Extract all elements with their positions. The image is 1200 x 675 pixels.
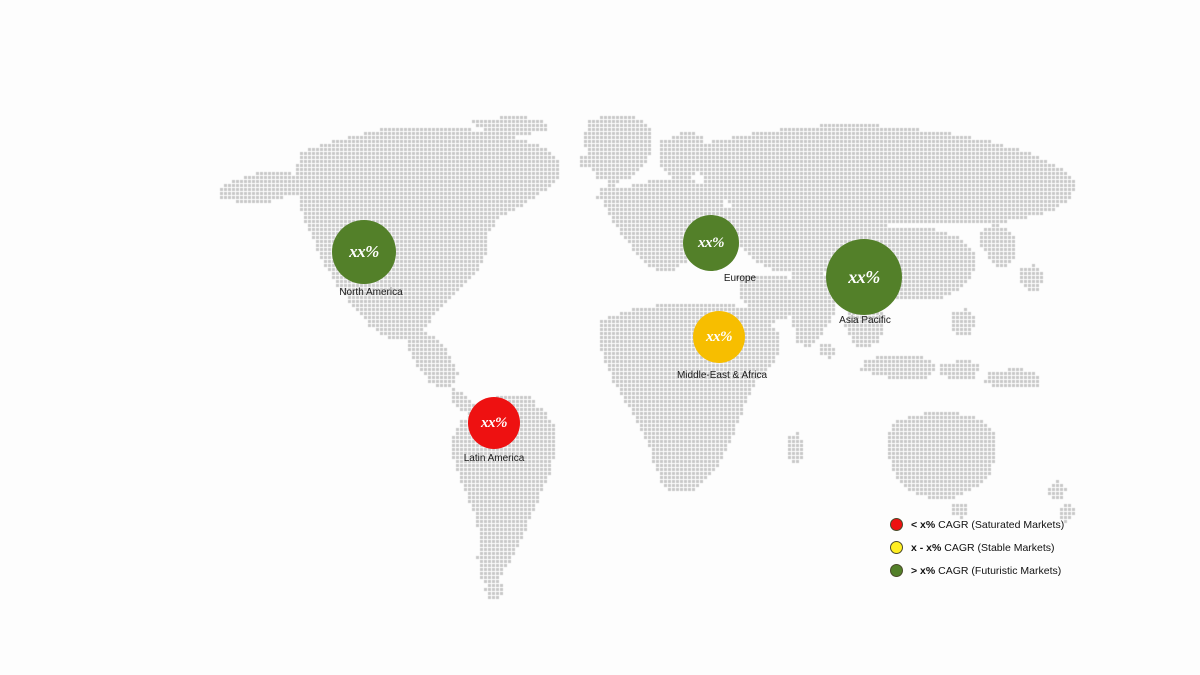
legend-label-saturated: < x% CAGR (Saturated Markets): [911, 519, 1064, 531]
region-label-north-america: North America: [339, 287, 403, 298]
region-bubble-europe[interactable]: xx%: [683, 215, 739, 271]
legend: < x% CAGR (Saturated Markets) x - x% CAGR…: [890, 518, 1064, 577]
legend-dot-saturated: [890, 518, 903, 531]
legend-item-stable[interactable]: x - x% CAGR (Stable Markets): [890, 541, 1064, 554]
region-value-middle-east-africa: xx%: [706, 328, 733, 345]
legend-desc-saturated: CAGR (Saturated Markets): [935, 518, 1065, 531]
legend-desc-stable: CAGR (Stable Markets): [941, 541, 1055, 554]
region-value-north-america: xx%: [349, 242, 379, 261]
region-bubble-north-america[interactable]: xx%: [332, 220, 396, 284]
legend-range-futuristic: > x%: [911, 564, 936, 577]
region-value-europe: xx%: [698, 234, 725, 251]
legend-label-stable: x - x% CAGR (Stable Markets): [911, 542, 1055, 554]
region-label-latin-america: Latin America: [463, 453, 525, 464]
region-bubble-middle-east-africa[interactable]: xx%: [693, 311, 745, 363]
legend-item-saturated[interactable]: < x% CAGR (Saturated Markets): [890, 518, 1064, 531]
legend-range-stable: x - x%: [911, 541, 942, 554]
legend-dot-futuristic: [890, 564, 903, 577]
legend-desc-futuristic: CAGR (Futuristic Markets): [935, 564, 1062, 577]
region-bubble-latin-america[interactable]: xx%: [468, 397, 520, 449]
region-value-asia-pacific: xx%: [848, 266, 880, 287]
legend-item-futuristic[interactable]: > x% CAGR (Futuristic Markets): [890, 564, 1064, 577]
region-label-asia-pacific: Asia Pacific: [839, 315, 891, 326]
region-label-middle-east-africa: Middle-East & Africa: [676, 370, 768, 381]
legend-range-saturated: < x%: [911, 518, 936, 531]
legend-dot-stable: [890, 541, 903, 554]
region-label-europe: Europe: [723, 273, 757, 284]
region-bubble-asia-pacific[interactable]: xx%: [826, 239, 902, 315]
region-value-latin-america: xx%: [481, 414, 508, 431]
legend-label-futuristic: > x% CAGR (Futuristic Markets): [911, 565, 1061, 577]
